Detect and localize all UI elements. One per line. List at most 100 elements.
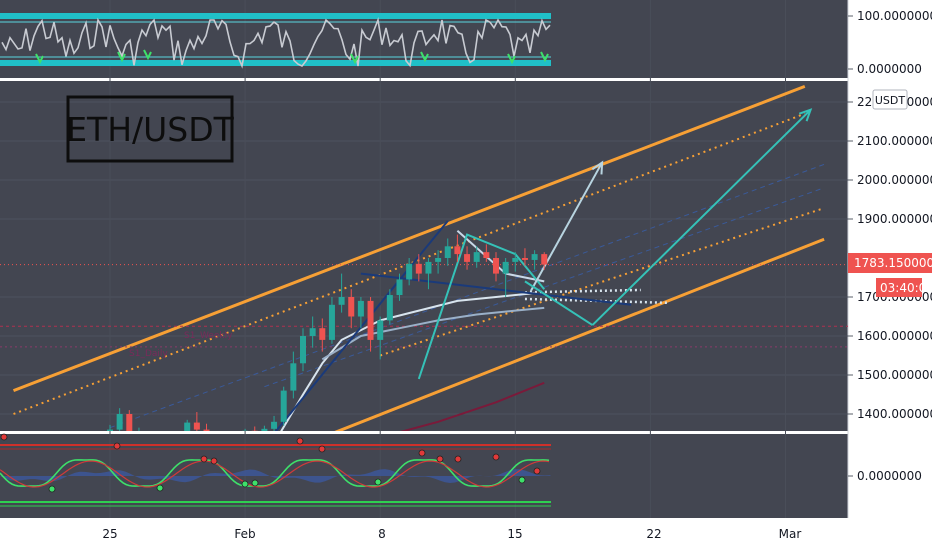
candle-body-25 [415,263,422,274]
candle-body-18 [348,297,355,317]
candle-body-35 [512,258,519,262]
price-tick-2100: 2100.0000000 [857,134,932,148]
bottom-osc-sell-dot-0 [0,433,8,441]
bottom-osc-sell-dot-10 [533,467,541,475]
grid [0,0,848,518]
candle-body-23 [396,279,403,296]
candle-body-10 [271,421,278,429]
bottom-osc-buy-dot-2 [241,480,249,488]
top-osc-signal-5 [507,53,516,65]
symbol-label: ETH/USDT [66,110,234,149]
candle-body-28 [444,246,451,258]
time-label-25: 25 [102,527,117,541]
channel-lower-line [334,237,825,431]
top-tick-100: 100.0000000 [857,9,932,23]
triangle-line-0 [360,272,632,306]
bottom-osc-sell-dot-2 [200,455,208,463]
candle-body-24 [406,263,413,280]
level-label-daily: S1_Daily [129,349,168,359]
top-osc-signal-2 [143,49,152,61]
top-osc-signal-1 [117,51,126,63]
bottom-osc-sell-dot-6 [418,449,426,457]
time-label-22: 22 [646,527,661,541]
candle-body-0 [107,429,113,431]
candle-body-37 [531,254,538,260]
currency-unit-button[interactable]: USDT [872,89,908,110]
bottom-osc-buy-dot-5 [518,476,526,484]
candle-body-6 [203,429,210,431]
candle-body-7 [242,430,249,431]
pattern-line-1 [417,233,546,380]
bottom-osc-histogram [0,469,551,483]
top-oscillator [0,13,551,69]
candle-body-19 [357,300,364,317]
candle-body-20 [367,300,374,340]
candle-body-4 [184,422,191,431]
time-label-8: 8 [378,527,386,541]
candle-body-13 [300,336,306,364]
top-osc-lower-band [0,60,551,66]
candle-body-5 [193,422,200,430]
symbol-box: ETH/USDT [66,95,235,163]
candle-body-33 [493,258,499,274]
countdown-text: 03:40:09 [880,281,932,295]
candle-body-32 [483,252,490,258]
candle-body-31 [473,252,480,262]
bottom-osc-line [0,459,550,487]
candle-body-22 [386,295,393,321]
bottom-osc-sell-dot-8 [454,455,462,463]
bottom-osc-sell-dot-5 [318,445,326,453]
candles [107,234,548,431]
projection-arrow-light [529,161,604,292]
price-tick-1400: 1400.0000000 [857,407,932,421]
channel-upper-line [12,84,806,393]
top-osc-signal-6 [540,51,549,63]
candle-body-30 [464,254,471,262]
price-tick-1500: 1500.0000000 [857,368,932,382]
price-tick-1900: 1900.0000000 [857,212,932,226]
candle-body-9 [261,428,268,431]
candle-body-16 [328,304,335,340]
time-axis: 25 Feb 8 15 22 Mar [102,527,801,541]
candle-body-2 [126,414,133,431]
time-label-15: 15 [507,527,522,541]
dotted-projection-1 [524,288,641,294]
top-osc-signal-3 [350,53,359,65]
dotted-projection-2 [524,297,670,305]
top-panel-axis: 100.0000000 0.0000000 [848,9,932,76]
candle-body-29 [454,246,461,255]
candle-body-26 [425,261,432,274]
candle-body-21 [377,320,384,340]
bottom-osc-sell-dot-7 [436,455,444,463]
bottom-osc-buy-dot-0 [48,485,56,493]
bottom-oscillator [0,433,551,507]
channel-lines [0,84,848,431]
candle-body-8 [251,430,258,431]
channel-mid-line-1 [109,163,825,429]
bottom-panel-axis: 0.0000000 [848,469,922,483]
candle-body-12 [290,363,297,391]
moving-average-2 [400,381,545,431]
bottom-osc-buy-dot-3 [251,479,259,487]
projection-arrow-teal-head [798,108,813,122]
candle-body-34 [502,261,509,274]
top-osc-line [1,17,551,69]
candle-body-17 [338,297,345,305]
countdown-tag: 03:40:09 [876,278,932,297]
bottom-osc-buy-dot-4 [374,478,382,486]
level-label-weekly: S1_Weekly [184,331,233,341]
time-label-mar: Mar [779,527,802,541]
top-osc-signal-4 [420,51,429,63]
price-tick-2000: 2000.0000000 [857,173,932,187]
top-osc-signal-0 [35,53,44,65]
bottom-osc-buy-dot-1 [156,484,164,492]
projection-arrow-light-head [591,160,604,175]
bottom-osc-sell-dot-9 [492,453,500,461]
top-tick-0: 0.0000000 [857,62,922,76]
price-tick-1600: 1600.0000000 [857,329,932,343]
time-label-feb: Feb [234,527,255,541]
top-osc-upper-band [0,13,551,19]
candle-body-38 [541,254,548,265]
